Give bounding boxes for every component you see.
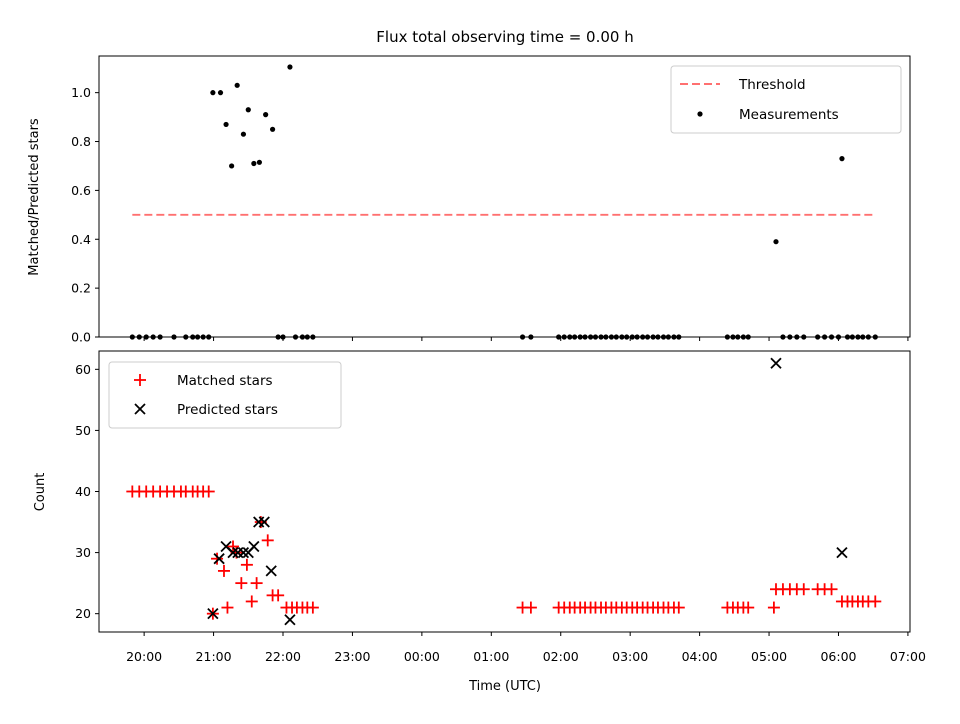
predicted-star-point	[265, 565, 277, 577]
bottom-legend-box	[108, 361, 342, 429]
matched-star-point	[221, 601, 234, 614]
bottom-y-tick-label: 30	[75, 545, 91, 560]
measurements-legend-label: Measurements	[739, 107, 839, 123]
predicted-star-point	[258, 516, 270, 528]
predicted-stars-legend-label: Predicted stars	[177, 402, 278, 418]
predicted-star-point	[237, 546, 250, 559]
top-y-tick-label: 1.0	[71, 85, 91, 100]
top-y-axis-label: Matched/Predicted stars	[27, 118, 42, 276]
top-y-tick-label: 0.4	[71, 232, 91, 247]
x-tick-label: 03:00	[612, 649, 648, 664]
x-tick-label: 05:00	[751, 649, 787, 664]
x-tick-label: 23:00	[334, 649, 370, 664]
top-plot: 0.0 0.2 0.4 0.6 0.8 1.0 Matched/Predicted sta…	[27, 55, 911, 345]
x-tick-label: 21:00	[196, 649, 232, 664]
top-legend-box	[670, 65, 902, 134]
bottom-y-tick-label: 50	[75, 423, 91, 438]
matched-star-point	[202, 485, 215, 498]
measurement-point	[245, 107, 251, 113]
top-legend: Threshold Measurements	[670, 65, 902, 134]
measurement-point	[263, 112, 269, 118]
matched-star-point	[825, 583, 838, 596]
measurement-point	[240, 131, 247, 137]
measurement-point	[234, 82, 240, 88]
x-tick-label: 07:00	[890, 649, 926, 664]
x-tick-label: 06:00	[820, 649, 856, 664]
measurements-legend-marker	[697, 111, 703, 117]
predicted-star-point	[207, 608, 219, 620]
top-y-tick-label: 0.0	[71, 330, 91, 345]
predicted-stars-legend-marker	[134, 403, 146, 415]
predicted-star-point	[770, 357, 782, 369]
measurement-point	[229, 163, 235, 169]
matched-star-point	[235, 577, 248, 590]
top-y-tick-label: 0.8	[71, 134, 91, 149]
bottom-y-tick-label: 40	[75, 484, 91, 499]
matched-star-point	[250, 577, 263, 590]
predicted-star-point	[227, 546, 239, 559]
predicted-star-point	[248, 540, 260, 553]
matched-star-point	[672, 601, 685, 614]
matched-star-point	[767, 601, 780, 614]
chart-title: Flux total observing time = 0.00 h	[376, 28, 633, 46]
top-y-tick-label: 0.2	[71, 281, 91, 296]
matched-star-point	[240, 558, 253, 571]
matched-stars-legend-label: Matched stars	[177, 373, 273, 389]
measurement-point	[839, 156, 845, 162]
top-plot-frame	[98, 55, 911, 338]
measurement-point	[269, 126, 276, 132]
matched-star-point	[797, 583, 810, 596]
matched-star-point	[869, 595, 882, 608]
bottom-y-tick-label: 20	[75, 606, 91, 621]
measurement-point	[251, 160, 257, 167]
matched-star-point	[227, 540, 240, 553]
measurement-point	[256, 159, 262, 165]
bottom-plot-frame	[98, 350, 911, 633]
top-y-tick-label: 0.6	[71, 183, 91, 198]
x-tick-label: 01:00	[473, 649, 509, 664]
matched-star-point	[306, 601, 319, 614]
bottom-legend: Matched stars Predicted stars	[108, 361, 342, 429]
x-tick-label: 22:00	[265, 649, 301, 664]
measurement-point	[773, 239, 779, 245]
matched-star-point	[272, 589, 285, 602]
matched-stars-legend-marker	[134, 374, 146, 386]
x-axis-label: Time (UTC)	[468, 679, 541, 694]
measurement-point	[217, 90, 224, 96]
matched-star-point	[217, 564, 230, 577]
matched-star-point	[245, 595, 258, 608]
measurement-point	[223, 121, 229, 128]
measurement-point	[287, 64, 293, 70]
matched-star-point	[261, 534, 274, 547]
predicted-star-point	[284, 614, 296, 626]
measurement-point	[210, 90, 216, 96]
matched-star-point	[211, 552, 224, 565]
x-tick-label: 02:00	[543, 649, 579, 664]
predicted-star-point	[213, 553, 225, 565]
threshold-legend-label: Threshold	[738, 77, 806, 93]
predicted-star-point	[836, 546, 848, 559]
bottom-y-tick-label: 60	[75, 362, 91, 377]
matched-star-point	[524, 601, 537, 614]
x-tick-label: 00:00	[404, 649, 440, 664]
x-tick-label: 20:00	[126, 649, 162, 664]
bottom-y-axis-label: Count	[33, 473, 48, 512]
bottom-plot: 20:00 21:00 22:00 23:00 00:00 01:00 02:00 03:00…	[33, 350, 926, 694]
x-tick-label: 04:00	[682, 649, 718, 664]
matched-star-point	[742, 601, 755, 614]
